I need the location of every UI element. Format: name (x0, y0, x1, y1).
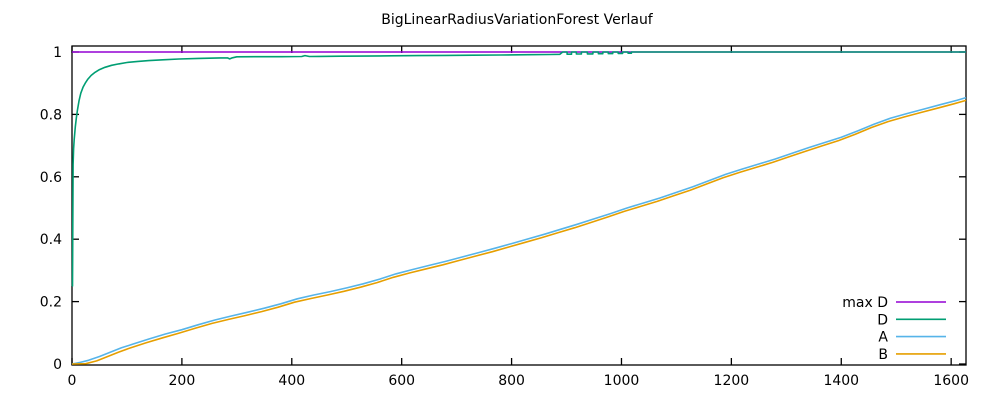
y-tick-label: 0 (53, 357, 62, 373)
legend-label-d: D (877, 312, 888, 328)
x-tick-label: 800 (498, 373, 525, 389)
x-tick-label: 1600 (933, 373, 969, 389)
legend-label-b: B (878, 347, 888, 363)
legend-label-a: A (878, 330, 888, 346)
x-tick-label: 1400 (823, 373, 859, 389)
y-tick-label: 1 (53, 45, 62, 61)
plot-area: 0 200 400 600 800 1000 1200 1400 1600 0 0.2 0.4 0.6 0… (40, 45, 969, 389)
x-tick-label: 400 (278, 373, 305, 389)
series-line-b (71, 99, 967, 365)
x-tick-label: 600 (388, 373, 415, 389)
series-line-a (71, 96, 967, 365)
x-tick-label: 0 (68, 373, 77, 389)
x-tick-label: 1200 (714, 373, 750, 389)
series-line-d (71, 51, 966, 287)
y-tick-label: 0.6 (40, 170, 62, 186)
chart-title: BigLinearRadiusVariationForest Verlauf (381, 12, 654, 28)
y-tick-label: 0.8 (40, 107, 62, 123)
plot-border (71, 45, 967, 366)
x-tick-label: 1000 (604, 373, 640, 389)
y-tick-label: 0.2 (40, 295, 62, 311)
legend-label-max-d: max D (842, 295, 888, 311)
x-tick-label: 200 (169, 373, 196, 389)
y-tick-label: 0.4 (40, 232, 62, 248)
